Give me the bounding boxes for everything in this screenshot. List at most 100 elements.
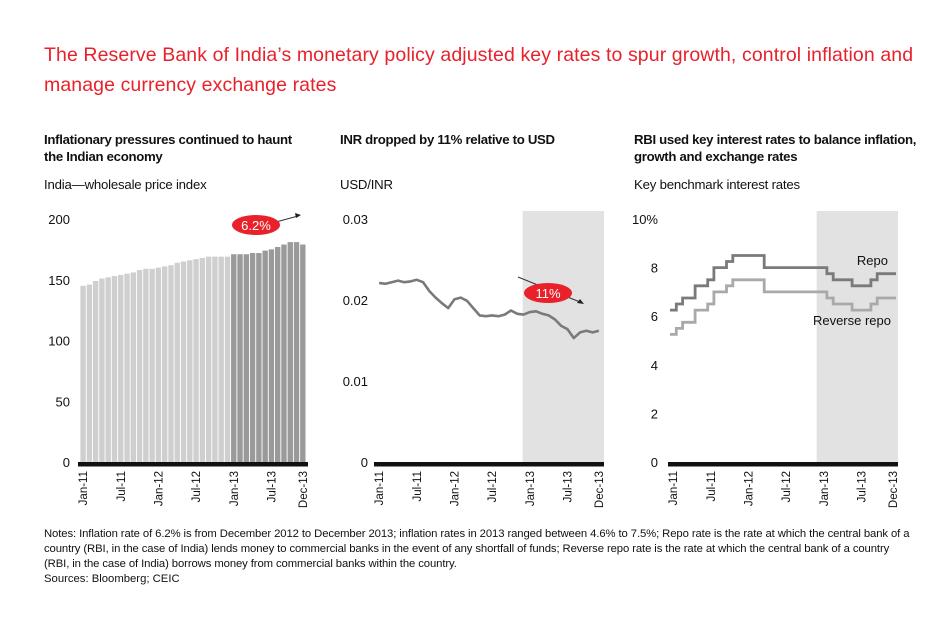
bar xyxy=(275,246,281,462)
annotation-arrowhead xyxy=(577,299,584,304)
bar xyxy=(162,266,168,462)
y-tick-label: 200 xyxy=(48,212,70,227)
bar xyxy=(143,268,149,462)
bar xyxy=(136,270,143,462)
panel2-title: INR dropped by 11% relative to USD xyxy=(340,132,555,147)
bar xyxy=(243,254,249,462)
bar xyxy=(218,256,224,462)
bar xyxy=(86,284,93,462)
panel3-subtitle: Key benchmark interest rates xyxy=(634,177,800,192)
bar xyxy=(199,257,206,462)
panel3-title: RBI used key interest rates to balance i… xyxy=(634,132,917,164)
y-tick-label: 0.01 xyxy=(343,374,368,389)
shaded-period xyxy=(816,211,898,462)
y-tick-label: 0 xyxy=(651,455,658,470)
x-tick-label: Jul-13 xyxy=(856,471,868,502)
x-tick-label: Dec-13 xyxy=(594,471,606,508)
bar xyxy=(193,259,199,462)
y-tick-label: 50 xyxy=(56,394,70,409)
panel2-subtitle: USD/INR xyxy=(340,177,393,192)
x-tick-label: Jan-12 xyxy=(153,471,165,506)
y-tick-label: 6 xyxy=(651,309,658,324)
x-tick-label: Jul-13 xyxy=(266,471,278,502)
x-tick-label: Jul-11 xyxy=(116,471,128,501)
y-tick-label: 10% xyxy=(632,212,658,227)
bar xyxy=(212,256,218,462)
bar xyxy=(149,268,155,462)
x-tick-label: Jul-11 xyxy=(706,471,718,501)
x-tick-label: Jan-13 xyxy=(819,471,831,506)
x-tick-label: Jan-13 xyxy=(229,471,241,506)
series-line-reverse-repo xyxy=(670,278,896,336)
bar xyxy=(105,277,111,462)
x-tick-label: Jul-12 xyxy=(487,471,499,502)
x-tick-label: Jul-12 xyxy=(781,471,793,502)
y-tick-label: 0.02 xyxy=(343,293,368,308)
bar xyxy=(249,253,256,462)
bar xyxy=(118,274,124,462)
bar xyxy=(174,262,180,462)
bar xyxy=(224,256,231,462)
bar xyxy=(231,254,237,462)
shaded-period xyxy=(522,211,604,462)
x-tick-label: Dec-13 xyxy=(298,471,310,508)
annotation-arrowhead xyxy=(295,213,301,218)
x-tick-label: Jan-11 xyxy=(374,471,386,505)
bar xyxy=(124,273,130,462)
legend-label-repo: Repo xyxy=(857,253,888,268)
annotation-badge xyxy=(232,215,280,235)
bar xyxy=(99,278,105,462)
legend-label-reverse-repo: Reverse repo xyxy=(813,313,891,328)
x-tick-label: Jul-11 xyxy=(412,471,424,501)
bar xyxy=(187,260,193,462)
y-tick-label: 100 xyxy=(48,334,70,349)
bar xyxy=(130,272,136,462)
bar xyxy=(300,244,306,462)
x-tick-label: Jan-12 xyxy=(743,471,755,506)
bar xyxy=(168,265,174,462)
y-tick-label: 150 xyxy=(48,273,70,288)
annotation-label: 6.2% xyxy=(241,218,271,233)
y-tick-label: 0.03 xyxy=(343,212,368,227)
bar xyxy=(80,285,86,462)
bar xyxy=(180,261,187,462)
annotation-badge xyxy=(524,283,572,303)
bar xyxy=(262,250,268,462)
bar xyxy=(268,249,275,462)
bar xyxy=(281,244,287,462)
bar xyxy=(92,280,99,462)
bar xyxy=(287,242,293,462)
bar xyxy=(237,254,243,462)
x-tick-label: Jan-12 xyxy=(449,471,461,506)
bar xyxy=(205,256,212,462)
x-axis-baseline xyxy=(668,462,898,467)
x-tick-label: Jan-13 xyxy=(525,471,537,506)
sources: Sources: Bloomberg; CEIC xyxy=(44,573,180,585)
y-tick-label: 0 xyxy=(63,455,70,470)
y-tick-label: 8 xyxy=(651,261,658,276)
x-axis-baseline xyxy=(78,462,308,467)
bar xyxy=(256,253,262,462)
series-line-usd-inr xyxy=(378,278,600,340)
series-line-repo xyxy=(670,254,896,312)
x-tick-label: Jan-11 xyxy=(668,471,680,505)
y-tick-label: 4 xyxy=(651,358,658,373)
panel1-subtitle: India—wholesale price index xyxy=(44,177,207,192)
panel1-title: Inflationary pressures continued to haun… xyxy=(44,132,292,164)
x-tick-label: Jul-13 xyxy=(562,471,574,502)
y-tick-label: 0 xyxy=(361,455,368,470)
annotation-label: 11% xyxy=(535,286,560,301)
notes: Notes: Inflation rate of 6.2% is from De… xyxy=(44,528,910,571)
x-tick-label: Jan-11 xyxy=(78,471,90,505)
x-tick-label: Jul-12 xyxy=(191,471,203,502)
x-tick-label: Dec-13 xyxy=(888,471,900,508)
bar xyxy=(111,276,118,462)
page-title: The Reserve Bank of India’s monetary pol… xyxy=(44,44,914,96)
bar xyxy=(293,242,300,462)
annotation-arrow-line xyxy=(275,215,299,223)
x-axis-baseline xyxy=(374,462,604,467)
y-tick-label: 2 xyxy=(651,406,658,421)
bar xyxy=(155,267,162,462)
